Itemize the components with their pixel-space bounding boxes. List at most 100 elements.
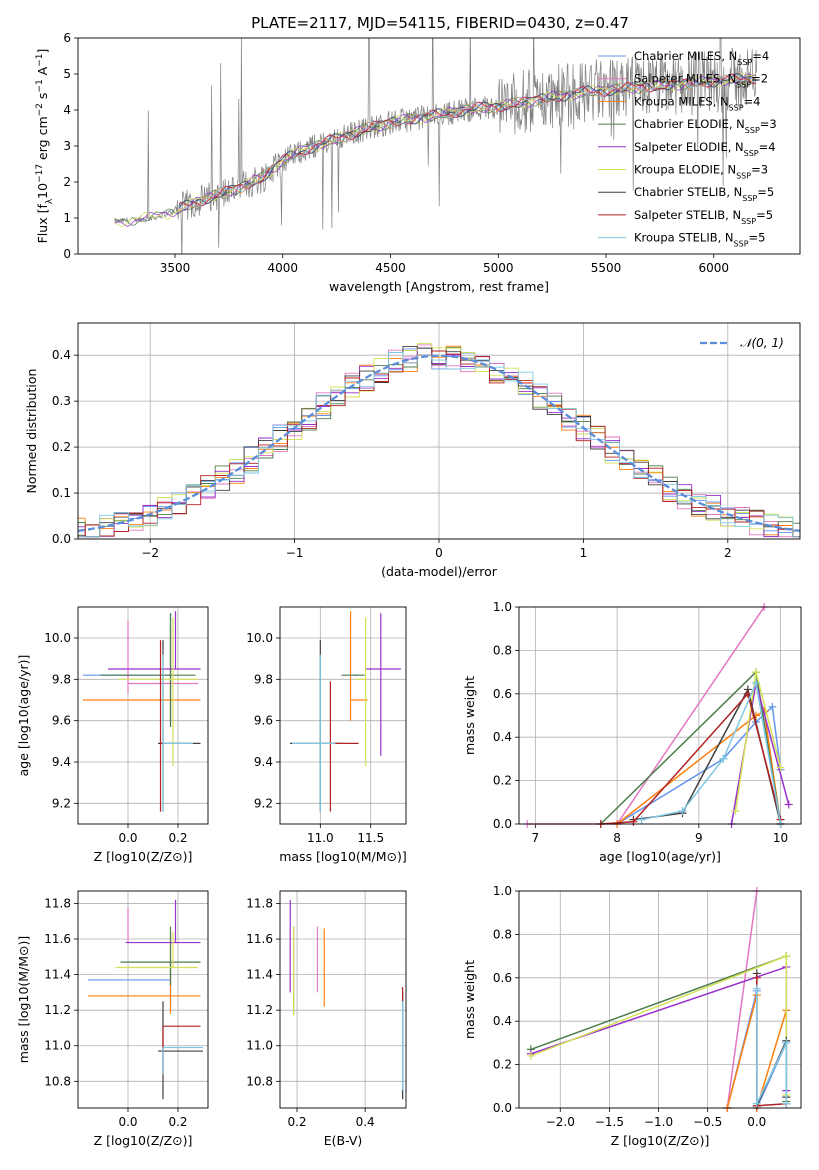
y-tick-label: 9.2 xyxy=(52,796,71,810)
spectrum-legend: Chabrier MILES, NSSP=4 Salpeter MILES, NS… xyxy=(598,49,777,248)
weight-marker xyxy=(768,702,777,711)
legend-value: =5 xyxy=(757,185,774,199)
axes-frame xyxy=(77,37,801,255)
y-tick-label: 10.8 xyxy=(44,1074,71,1088)
x-tick-label: 0.0 xyxy=(118,831,137,845)
errorbar-area xyxy=(88,899,203,1100)
legend-entry: Salpeter MILES, NSSP=2 xyxy=(634,72,768,90)
x-tick-label: 1 xyxy=(580,546,588,560)
legend-label: Chabrier STELIB, N xyxy=(634,185,742,199)
axes-frame xyxy=(518,606,802,825)
legend-value: =4 xyxy=(752,49,769,63)
gaussian-curve xyxy=(78,354,800,533)
weight-marker xyxy=(752,1099,761,1108)
x-tick-label: −2 xyxy=(141,546,159,560)
axes-frame xyxy=(279,890,407,1109)
y-tick-label: 0.8 xyxy=(493,927,512,941)
weight-line xyxy=(726,890,758,1109)
age-vs-Z-panel: 0.0 0.2 9.2 9.4 9.6 9.8 10.0 Z [log10(Z/Z⊙)] age… xyxy=(16,606,209,864)
axes-frame xyxy=(77,890,209,1109)
x-axis-label: Z [log10(Z/Z⊙)] xyxy=(611,1133,710,1148)
weight-marker xyxy=(629,817,638,826)
x-tick-label: −1.0 xyxy=(644,1115,673,1129)
legend-sub: SSP xyxy=(744,148,759,157)
legend-label: Salpeter ELODIE, N xyxy=(634,140,744,154)
weight-marker xyxy=(752,984,761,993)
x-axis-label: mass [log10(M/M⊙)] xyxy=(279,849,407,864)
y-tick-label: 0.0 xyxy=(493,1101,512,1115)
x-axis-label: (data-model)/error xyxy=(381,564,498,579)
x-tick-label: 7 xyxy=(532,831,540,845)
y-tick-label: 2 xyxy=(63,175,71,189)
y-label-part: A xyxy=(35,66,50,79)
data-spectrum-line xyxy=(114,38,758,254)
legend-value: =5 xyxy=(756,208,773,222)
y-tick-label: 0.4 xyxy=(493,1014,512,1028)
legend-sub: SSP xyxy=(741,216,756,225)
axes-frame xyxy=(77,322,801,540)
y-label-part: s xyxy=(35,93,50,104)
x-axis-label: wavelength [Angstrom, rest frame] xyxy=(329,279,549,294)
legend-sub: SSP xyxy=(736,171,751,180)
mass-weight-vs-age-panel: 7 8 9 10 0.0 0.2 0.4 0.6 0.8 1.0 age [log10(age/yr… xyxy=(462,600,802,864)
y-axis-label: mass [log10(M/M⊙)] xyxy=(16,936,31,1064)
x-tick-label: 4000 xyxy=(267,261,298,275)
y-tick-label: 0.0 xyxy=(52,532,71,546)
errorbar-area xyxy=(290,611,401,812)
weight-line xyxy=(756,988,788,1105)
x-tick-label: −1 xyxy=(286,546,304,560)
x-axis-label: age [log10(age/yr)] xyxy=(599,849,721,864)
y-tick-label: 11.0 xyxy=(246,1039,273,1053)
axes-frame xyxy=(518,890,802,1109)
legend-entry: Salpeter STELIB, NSSP=5 xyxy=(634,208,773,226)
y-axis-label: Flux [fλ10−17 erg cm−2 s−1 A−1] xyxy=(35,49,55,244)
x-tick-label: −2.0 xyxy=(546,1115,575,1129)
weight-marker xyxy=(719,754,728,763)
weight-marker xyxy=(782,1038,791,1047)
y-tick-label: 11.0 xyxy=(44,1039,71,1053)
x-tick-label: 8 xyxy=(613,831,621,845)
x-tick-label: 0 xyxy=(435,546,443,560)
y-tick-label: 11.2 xyxy=(44,1003,71,1017)
x-tick-label: 4500 xyxy=(375,261,406,275)
x-tick-label: 0.0 xyxy=(118,1115,137,1129)
weight-marker xyxy=(752,668,761,677)
legend-sub: SSP xyxy=(736,80,751,89)
weight-marker xyxy=(731,806,740,815)
y-axis-label: age [log10(age/yr)] xyxy=(16,655,31,777)
weight-line xyxy=(633,687,782,825)
y-tick-label: 11.2 xyxy=(246,1003,273,1017)
model-fit-line xyxy=(114,74,757,226)
y-tick-label: 9.8 xyxy=(254,672,273,686)
y-tick-label: 5 xyxy=(63,67,71,81)
y-tick-label: 11.6 xyxy=(44,932,71,946)
y-tick-label: 0.6 xyxy=(493,687,512,701)
y-label-part: λ xyxy=(45,198,55,204)
legend-entry: Kroupa ELODIE, NSSP=3 xyxy=(634,163,768,181)
y-tick-label: 3 xyxy=(63,139,71,153)
weight-marker xyxy=(678,806,687,815)
y-tick-label: 11.8 xyxy=(246,896,273,910)
y-axis-label: Normed distribution xyxy=(24,369,39,494)
legend-label: Kroupa MILES, N xyxy=(634,94,729,108)
weight-marker xyxy=(776,763,785,772)
legend-entry: Kroupa MILES, NSSP=4 xyxy=(634,94,760,112)
x-tick-label: 0.2 xyxy=(168,1115,187,1129)
legend-value: =3 xyxy=(760,117,777,131)
legend-entry: Chabrier MILES, NSSP=4 xyxy=(634,49,769,67)
age-vs-mass-panel: 11.0 11.5 9.2 9.4 9.6 9.8 10.0 mass [log10(M/M⊙… xyxy=(246,606,407,864)
y-tick-label: 4 xyxy=(63,103,71,117)
y-label-part: −17 xyxy=(35,164,45,183)
spectrum-plot-area xyxy=(114,38,758,254)
y-axis-label: mass weight xyxy=(462,960,477,1039)
y-label-part: ] xyxy=(35,49,50,54)
legend-value: =3 xyxy=(751,163,768,177)
y-tick-label: 10.8 xyxy=(246,1074,273,1088)
x-tick-label: −1.5 xyxy=(595,1115,624,1129)
weight-line xyxy=(756,977,787,1107)
y-tick-label: 9.6 xyxy=(254,714,273,728)
errorbar-area xyxy=(83,611,201,812)
y-tick-label: 9.2 xyxy=(254,796,273,810)
residuals-panel: −2 −1 0 1 2 0.0 0.1 0.2 0.3 0.4 (data-model)/error… xyxy=(24,322,801,579)
